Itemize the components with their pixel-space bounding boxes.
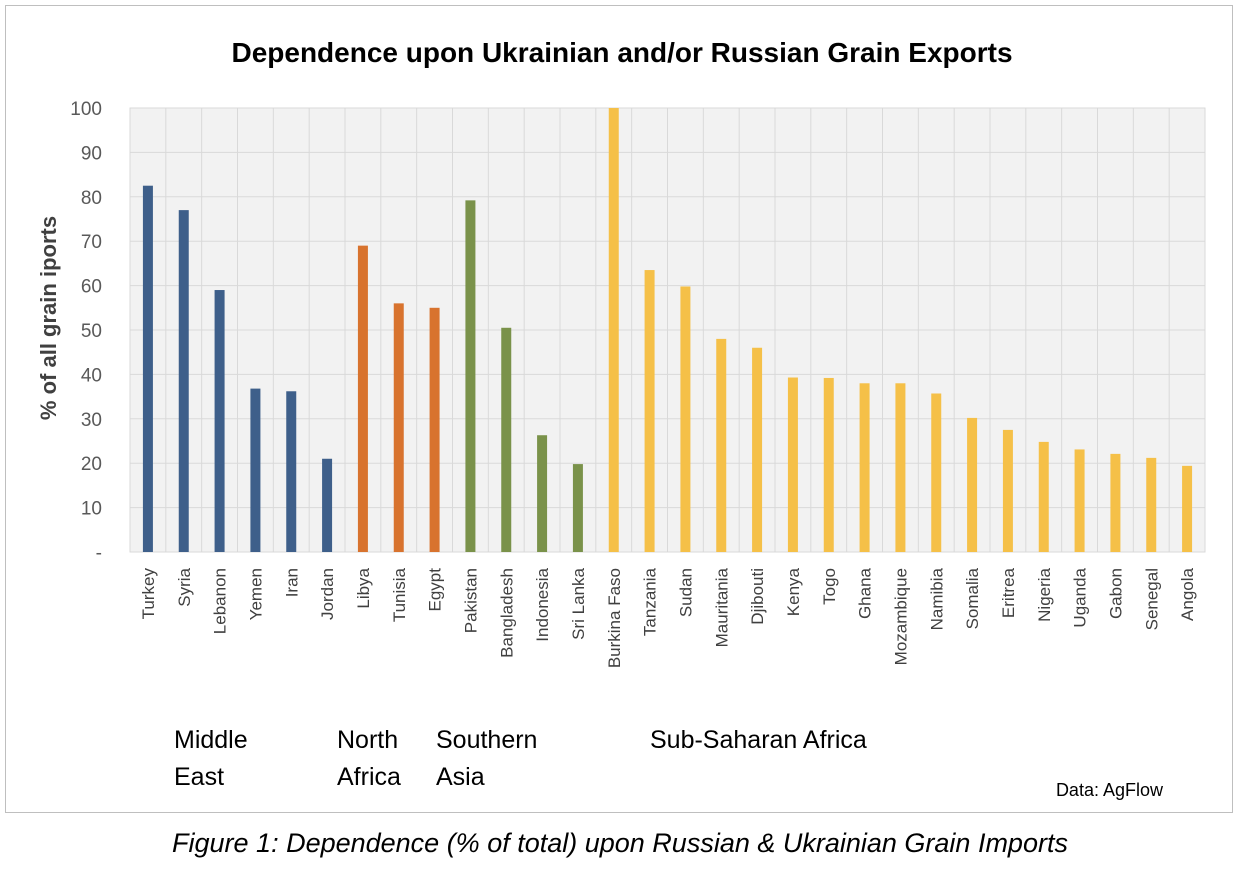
bar-ghana <box>859 383 870 552</box>
bar-tanzania <box>644 270 655 552</box>
x-tick-label: Syria <box>175 567 194 606</box>
x-tick-label: Uganda <box>1071 567 1090 627</box>
bar-bangladesh <box>501 327 512 552</box>
group-label: Africa <box>337 763 401 791</box>
bar-egypt <box>429 307 440 552</box>
x-tick-label: Nigeria <box>1035 567 1054 621</box>
x-tick-label: Iran <box>282 568 301 597</box>
group-label: Asia <box>436 763 485 791</box>
x-tick-label: Mauritania <box>712 567 731 647</box>
bar-gabon <box>1110 453 1121 552</box>
bar-uganda <box>1074 449 1085 552</box>
bars <box>142 108 1193 553</box>
y-tick-label: 40 <box>81 365 102 386</box>
x-tick-label: Tunisia <box>390 567 409 622</box>
x-tick-label: Senegal <box>1142 568 1161 630</box>
x-tick-label: Libya <box>354 567 373 608</box>
group-label: Sub-Saharan Africa <box>650 726 867 754</box>
x-tick-label: Namibia <box>927 567 946 630</box>
bar-iran <box>286 391 297 552</box>
x-axis-ticks: Turkey Syria Lebanon Yemen Iran Jordan Libya Tu… <box>139 567 1197 668</box>
group-label: Middle <box>174 726 248 754</box>
grid-lines <box>129 107 1206 553</box>
bar-sri-lanka <box>572 464 583 552</box>
x-tick-label: Mozambique <box>891 568 910 665</box>
y-tick-label: 20 <box>81 454 102 475</box>
x-tick-label: Lebanon <box>211 568 230 634</box>
bar-libya <box>357 245 368 552</box>
x-tick-label: Angola <box>1178 567 1197 620</box>
y-tick-label: 70 <box>81 232 102 253</box>
x-tick-label: Sri Lanka <box>569 567 588 639</box>
x-tick-label: Yemen <box>246 568 265 620</box>
bar-mozambique <box>895 383 906 552</box>
x-tick-label: Bangladesh <box>497 568 516 658</box>
region-group-labels: Middle East North Africa Southern Asia Sub-Sah… <box>174 726 867 791</box>
bar-turkey <box>142 185 153 552</box>
bar-indonesia <box>537 435 548 552</box>
x-tick-label: Ghana <box>856 567 875 619</box>
source-note: Data: AgFlow <box>1056 780 1164 800</box>
y-tick-label: 80 <box>81 188 102 209</box>
bar-tunisia <box>393 303 404 552</box>
x-tick-label: Pakistan <box>461 568 480 633</box>
bar-kenya <box>787 377 798 552</box>
y-tick-label: 90 <box>81 143 102 164</box>
bar-lebanon <box>214 290 225 552</box>
bar-sudan <box>680 286 691 552</box>
bar-namibia <box>931 393 942 552</box>
bar-pakistan <box>465 200 476 553</box>
y-tick-label: 10 <box>81 499 102 520</box>
figure-caption: Figure 1: Dependence (% of total) upon R… <box>172 828 1068 858</box>
bar-yemen <box>250 388 261 552</box>
x-tick-label: Turkey <box>139 568 158 620</box>
bar-jordan <box>322 458 333 552</box>
x-tick-label: Gabon <box>1106 568 1125 619</box>
x-tick-label: Eritrea <box>999 567 1018 618</box>
x-tick-label: Togo <box>820 568 839 605</box>
x-tick-label: Kenya <box>784 567 803 616</box>
chart-title: Dependence upon Ukrainian and/or Russian… <box>231 37 1012 68</box>
bar-eritrea <box>1002 429 1013 552</box>
x-tick-label: Burkina Faso <box>605 568 624 668</box>
bar-burkina-faso <box>608 108 619 552</box>
bar-angola <box>1182 465 1193 552</box>
x-tick-label: Sudan <box>676 568 695 617</box>
y-tick-label: 60 <box>81 277 102 298</box>
bar-nigeria <box>1038 441 1049 552</box>
x-tick-label: Djibouti <box>748 568 767 625</box>
bar-somalia <box>967 417 978 552</box>
x-tick-label: Indonesia <box>533 567 552 641</box>
group-label: North <box>337 726 398 754</box>
bar-senegal <box>1146 457 1157 552</box>
y-tick-label: 30 <box>81 410 102 431</box>
bar-togo <box>823 377 834 552</box>
bar-syria <box>178 210 189 552</box>
y-tick-label: 100 <box>70 99 102 120</box>
x-tick-label: Egypt <box>426 568 445 612</box>
x-tick-label: Tanzania <box>641 567 660 636</box>
y-axis-label: % of all grain iports <box>36 216 61 420</box>
x-tick-label: Somalia <box>963 567 982 629</box>
bar-djibouti <box>752 347 763 552</box>
y-tick-label: - <box>96 543 102 564</box>
y-axis-ticks: - 10 20 30 40 50 60 70 80 90 100 <box>70 99 102 564</box>
group-label: Southern <box>436 726 537 754</box>
y-tick-label: 50 <box>81 321 102 342</box>
x-tick-label: Jordan <box>318 568 337 620</box>
bar-chart: Dependence upon Ukrainian and/or Russian… <box>36 37 1206 800</box>
group-label: East <box>174 763 224 791</box>
bar-mauritania <box>716 338 727 552</box>
